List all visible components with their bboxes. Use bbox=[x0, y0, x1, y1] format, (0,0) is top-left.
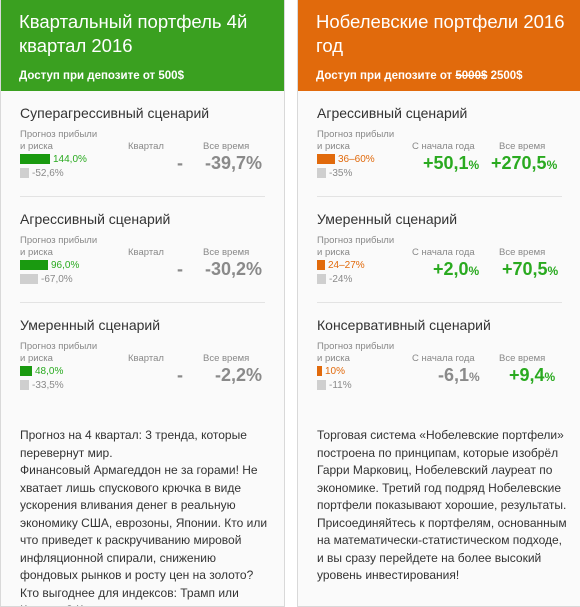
risk-bar bbox=[20, 274, 38, 284]
scenario-block[interactable]: Суперагрессивный сценарий Прогноз прибыл… bbox=[20, 91, 265, 197]
ytd-value: +50,1% bbox=[423, 153, 479, 174]
scenario-block[interactable]: Агрессивный сценарий Прогноз прибыли и р… bbox=[20, 197, 265, 303]
risk-value: -67,0% bbox=[41, 273, 73, 285]
alltime-percent: % bbox=[546, 158, 558, 172]
quarter-label: Квартал bbox=[128, 141, 164, 152]
forecast-label: Прогноз прибыли и риска bbox=[20, 235, 98, 258]
risk-bar bbox=[20, 380, 29, 390]
scenario-name: Умеренный сценарий bbox=[317, 211, 458, 227]
scenario-block[interactable]: Агрессивный сценарий Прогноз прибыли и р… bbox=[317, 91, 562, 197]
ytd-value: -6,1% bbox=[438, 365, 480, 386]
risk-value: -33,5% bbox=[32, 379, 64, 391]
risk-value: -11% bbox=[329, 379, 352, 391]
ytd-value: +2,0% bbox=[433, 259, 479, 280]
alltime-number: +70,5 bbox=[502, 259, 548, 279]
alltime-value: -39,7% bbox=[205, 153, 263, 173]
quarter-value: - bbox=[177, 365, 183, 385]
alltime-label: Все время bbox=[499, 141, 546, 152]
scenario-name: Агрессивный сценарий bbox=[20, 211, 171, 227]
quarter-value: - bbox=[177, 259, 183, 279]
profit-bar bbox=[20, 260, 48, 270]
portfolio-description: Прогноз на 4 квартал: 3 тренда, которые … bbox=[20, 427, 270, 606]
profit-bar bbox=[317, 366, 322, 376]
scenario-name: Агрессивный сценарий bbox=[317, 105, 468, 121]
profit-bar bbox=[317, 260, 325, 270]
portfolio-description: Торговая система «Нобелевские портфели» … bbox=[317, 427, 567, 585]
scenario-name: Суперагрессивный сценарий bbox=[20, 105, 210, 121]
risk-bar bbox=[317, 274, 326, 284]
old-deposit-price: 5000$ bbox=[455, 70, 488, 82]
new-deposit-price: 2500$ bbox=[490, 70, 523, 82]
risk-bar bbox=[317, 168, 326, 178]
alltime-number: +9,4 bbox=[509, 365, 545, 385]
ytd-percent: % bbox=[468, 264, 480, 278]
forecast-label: Прогноз прибыли и риска bbox=[317, 341, 395, 364]
profit-bar bbox=[317, 154, 335, 164]
risk-bar bbox=[317, 380, 326, 390]
scenario-block[interactable]: Консервативный сценарий Прогноз прибыли … bbox=[317, 303, 562, 409]
alltime-value: -30,2% bbox=[205, 259, 263, 279]
ytd-label: С начала года bbox=[412, 141, 475, 152]
profit-value: 48,0% bbox=[35, 365, 64, 377]
risk-value: -24% bbox=[329, 273, 353, 285]
alltime-value: +70,5% bbox=[502, 259, 558, 280]
forecast-label: Прогноз прибыли и риска bbox=[317, 235, 395, 258]
ytd-number: -6,1 bbox=[438, 365, 470, 385]
alltime-label: Все время bbox=[499, 353, 546, 364]
alltime-value: -2,2% bbox=[215, 365, 263, 385]
forecast-label: Прогноз прибыли и риска bbox=[317, 129, 395, 152]
risk-value: -52,6% bbox=[32, 167, 64, 179]
risk-bar bbox=[20, 168, 29, 178]
description-paragraph: Торговая система «Нобелевские портфели» … bbox=[317, 428, 567, 582]
profit-value: 96,0% bbox=[51, 259, 80, 271]
profit-value: 36–60% bbox=[338, 153, 375, 165]
quarter-value: - bbox=[177, 153, 183, 173]
ytd-label: С начала года bbox=[412, 353, 475, 364]
ytd-label: С начала года bbox=[412, 247, 475, 258]
alltime-percent: % bbox=[547, 264, 559, 278]
quarter-label: Квартал bbox=[128, 353, 164, 364]
scenario-block[interactable]: Умеренный сценарий Прогноз прибыли и рис… bbox=[20, 303, 265, 409]
alltime-label: Все время bbox=[499, 247, 546, 258]
scenario-name: Консервативный сценарий bbox=[317, 317, 491, 333]
description-paragraph: Финансовый Армагеддон не за горами! Не х… bbox=[20, 463, 268, 606]
alltime-value: +9,4% bbox=[509, 365, 555, 386]
ytd-percent: % bbox=[469, 370, 480, 384]
forecast-label: Прогноз прибыли и риска bbox=[20, 129, 98, 152]
nobel-portfolio-header[interactable]: Нобелевские портфели 2016 год Доступ при… bbox=[298, 0, 580, 91]
card-title[interactable]: Квартальный портфель 4й квартал 2016 bbox=[19, 11, 248, 56]
card-title[interactable]: Нобелевские портфели 2016 год bbox=[316, 11, 565, 56]
alltime-value: +270,5% bbox=[491, 153, 557, 174]
scenario-name: Умеренный сценарий bbox=[20, 317, 161, 333]
alltime-label: Все время bbox=[203, 247, 250, 258]
scenario-block[interactable]: Умеренный сценарий Прогноз прибыли и рис… bbox=[317, 197, 562, 303]
ytd-number: +2,0 bbox=[433, 259, 469, 279]
profit-value: 10% bbox=[325, 365, 346, 377]
quarterly-portfolio-header[interactable]: Квартальный портфель 4й квартал 2016 Дос… bbox=[1, 0, 284, 91]
profit-bar bbox=[20, 366, 32, 376]
alltime-number: +270,5 bbox=[491, 153, 547, 173]
profit-value: 144,0% bbox=[53, 153, 87, 165]
profit-bar bbox=[20, 154, 50, 164]
ytd-percent: % bbox=[468, 158, 480, 172]
forecast-label: Прогноз прибыли и риска bbox=[20, 341, 98, 364]
alltime-label: Все время bbox=[203, 141, 250, 152]
deposit-access-text: Доступ при депозите от 500$ bbox=[19, 70, 184, 82]
alltime-percent: % bbox=[544, 370, 556, 384]
ytd-number: +50,1 bbox=[423, 153, 469, 173]
deposit-prefix: Доступ при депозите от bbox=[316, 70, 453, 82]
nobel-portfolio-card[interactable]: Нобелевские портфели 2016 год Доступ при… bbox=[297, 0, 580, 607]
deposit-access-text: Доступ при депозите от 5000$ 2500$ bbox=[316, 70, 567, 82]
alltime-label: Все время bbox=[203, 353, 250, 364]
description-paragraph: Прогноз на 4 квартал: 3 тренда, которые … bbox=[20, 428, 247, 460]
risk-value: -35% bbox=[329, 167, 353, 179]
quarter-label: Квартал bbox=[128, 247, 164, 258]
profit-value: 24–27% bbox=[328, 259, 365, 271]
quarterly-portfolio-card[interactable]: Квартальный портфель 4й квартал 2016 Дос… bbox=[0, 0, 285, 607]
